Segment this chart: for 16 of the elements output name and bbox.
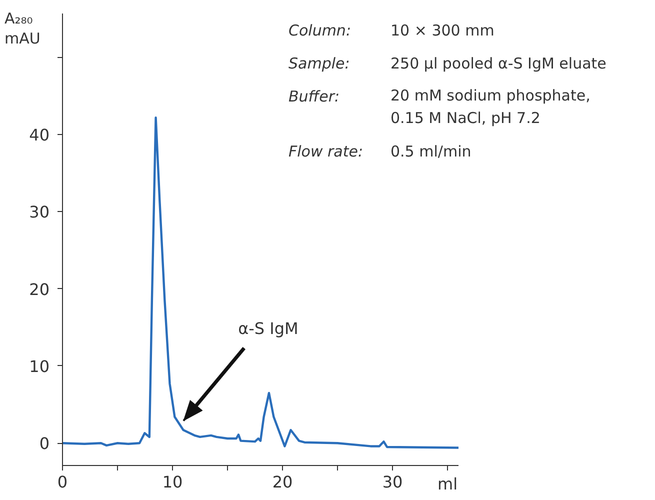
- y-tick-label: 10: [29, 357, 50, 376]
- text: Column: 10 × 300 mm: [288, 22, 494, 40]
- text: Buffer: 20 mM sodium phosphate, 0.15 M NaCl, pH 7.2: [288, 86, 590, 127]
- y-tick-label: 20: [29, 280, 50, 299]
- y-axis-title: A₂₈₀ mAU: [4, 10, 40, 48]
- text: Sample: 250 µl pooled α-S IgM eluate: [288, 54, 606, 72]
- y-tick-label: 0: [39, 434, 50, 454]
- x-axis-title: ml: [437, 474, 458, 494]
- y-tick-label: 30: [29, 202, 50, 222]
- x-tick-label: 20: [272, 472, 293, 492]
- y-tick-label: 40: [29, 126, 50, 145]
- text: Flow rate: 0.5 ml/min: [288, 142, 472, 160]
- annotation: α-S IgM: [238, 319, 298, 338]
- x-tick-label: 0: [57, 472, 68, 492]
- x-tick-label: 30: [382, 472, 403, 492]
- x-tick-label: 10: [162, 472, 183, 492]
